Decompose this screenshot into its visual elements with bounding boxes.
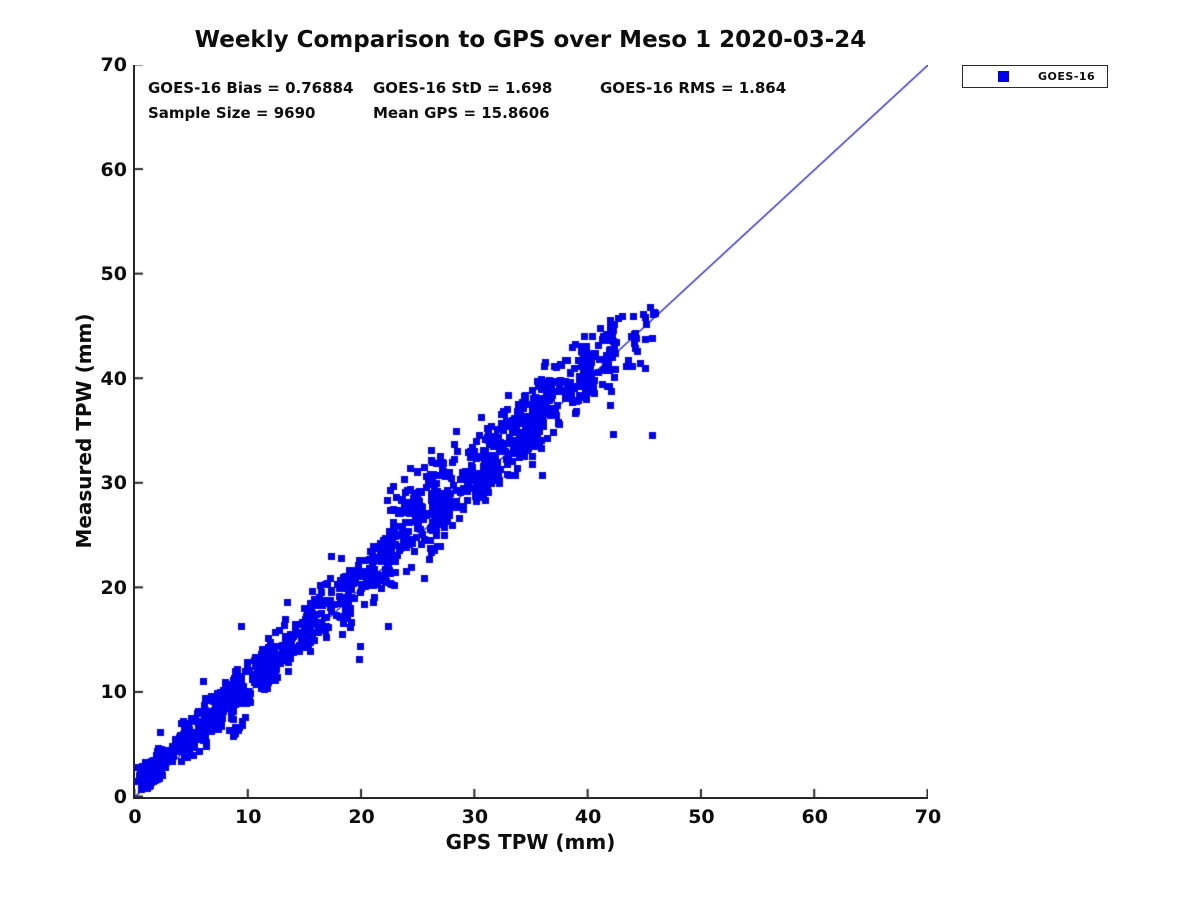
y-tick-label: 50 [100, 263, 127, 286]
x-tick-label: 30 [461, 806, 489, 828]
y-tick-label: 30 [100, 472, 127, 495]
y-tick-label: 70 [100, 54, 127, 76]
x-tick-label: 60 [801, 806, 828, 828]
y-tick-label: 40 [100, 367, 127, 390]
plot-area [133, 65, 928, 799]
x-tick-label: 50 [688, 806, 715, 828]
legend-label: GOES-16 [1038, 70, 1096, 83]
x-tick-label: 10 [235, 806, 262, 828]
y-tick-label: 60 [100, 158, 127, 181]
legend: GOES-16 [962, 65, 1108, 88]
scatter-canvas [135, 65, 928, 797]
y-axis-label: Measured TPW (mm) [72, 313, 96, 549]
x-axis-label: GPS TPW (mm) [445, 830, 616, 854]
x-tick-label: 0 [128, 806, 142, 828]
x-tick-label: 70 [914, 806, 942, 828]
x-tick-label: 40 [574, 806, 602, 828]
y-tick-label: 0 [113, 786, 127, 808]
x-tick-label: 20 [348, 806, 375, 828]
y-tick-label: 20 [100, 576, 127, 599]
legend-square-marker-icon [998, 71, 1009, 82]
chart-title: Weekly Comparison to GPS over Meso 1 202… [194, 27, 867, 53]
y-tick-label: 10 [100, 681, 127, 704]
